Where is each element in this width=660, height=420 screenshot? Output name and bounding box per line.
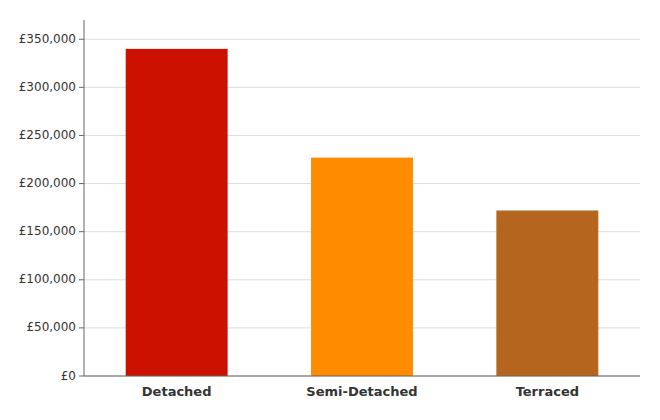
category-label: Semi-Detached bbox=[306, 384, 417, 399]
tick-label: £150,000 bbox=[19, 224, 76, 238]
chart: £0 £50,000 £100,000 £150,000 £200,000 £250,00… bbox=[0, 0, 660, 420]
y-axis-line bbox=[84, 20, 85, 376]
tick-label: £100,000 bbox=[19, 272, 76, 286]
tick-label: £300,000 bbox=[19, 80, 76, 94]
tick-label: £200,000 bbox=[19, 176, 76, 190]
tick-label: £0 bbox=[61, 369, 76, 383]
tick-mark bbox=[79, 231, 84, 232]
bar bbox=[311, 158, 413, 376]
tick-mark bbox=[79, 376, 84, 377]
chart-container: £0 £50,000 £100,000 £150,000 £200,000 £250,00… bbox=[0, 0, 660, 420]
tick-mark bbox=[79, 183, 84, 184]
x-axis: Detached Semi-Detached Terraced bbox=[142, 384, 579, 399]
tick-mark bbox=[79, 39, 84, 40]
tick-mark bbox=[79, 327, 84, 328]
bar bbox=[496, 211, 598, 376]
category-label: Terraced bbox=[516, 384, 579, 399]
tick-label: £50,000 bbox=[26, 320, 76, 334]
grid bbox=[84, 39, 640, 376]
tick-mark bbox=[79, 279, 84, 280]
tick-label: £250,000 bbox=[19, 128, 76, 142]
category-label: Detached bbox=[142, 384, 212, 399]
tick-mark bbox=[79, 87, 84, 88]
grid-line bbox=[84, 39, 640, 40]
y-axis: £0 £50,000 £100,000 £150,000 £200,000 £250,00… bbox=[19, 32, 84, 383]
x-axis-line bbox=[84, 376, 640, 377]
tick-mark bbox=[79, 135, 84, 136]
bars bbox=[126, 49, 599, 376]
tick-label: £350,000 bbox=[19, 32, 76, 46]
bar bbox=[126, 49, 228, 376]
grid-line bbox=[84, 376, 640, 377]
